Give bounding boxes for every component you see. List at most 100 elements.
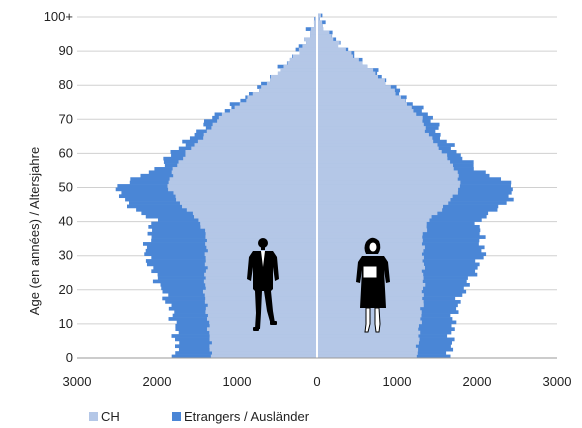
x-tick-label: 3000 [63, 374, 92, 389]
bar-ch-men [314, 23, 317, 28]
bar-ch-men [209, 334, 317, 338]
bar-ch-women [317, 71, 376, 76]
bar-ch-men [194, 143, 317, 147]
bar-ch-men [173, 173, 317, 178]
bar-ch-men [203, 136, 317, 141]
bar-ch-women [317, 194, 453, 199]
bar-ch-women [317, 122, 424, 127]
bar-ch-men [172, 167, 317, 171]
series-ch-bars [167, 13, 461, 359]
bar-ch-women [317, 119, 423, 124]
bar-ch-women [317, 109, 414, 113]
bar-ch-women [317, 225, 427, 229]
bar-ch-women [317, 167, 454, 171]
bar-ch-women [317, 214, 432, 219]
bar-ch-men [217, 119, 317, 124]
bar-ch-women [317, 81, 386, 86]
x-tick-label: 3000 [543, 374, 572, 389]
bar-ch-women [317, 17, 320, 21]
bar-ch-women [317, 235, 423, 239]
bar-ch-men [239, 102, 317, 106]
bar-ch-men [209, 320, 317, 325]
y-tick-label: 30 [59, 248, 73, 263]
bar-ch-women [317, 139, 434, 144]
legend-label-ch: CH [101, 409, 120, 424]
bar-ch-men [205, 306, 317, 311]
x-tick-label: 2000 [143, 374, 172, 389]
bar-ch-women [317, 98, 406, 103]
bar-ch-men [168, 180, 317, 185]
x-tick-label: 0 [313, 374, 320, 389]
bar-ch-women [317, 74, 378, 79]
bar-ch-men [270, 74, 317, 79]
man-silhouette-icon [247, 238, 279, 331]
bar-ch-men [192, 211, 317, 216]
bar-ch-men [206, 327, 317, 332]
bar-ch-women [317, 13, 321, 18]
bar-ch-men [200, 225, 317, 229]
bar-ch-men [310, 30, 317, 35]
bar-ch-women [317, 44, 339, 48]
bar-ch-men [212, 122, 317, 127]
bar-ch-women [317, 51, 352, 55]
bar-ch-women [317, 37, 334, 42]
bar-ch-women [317, 61, 363, 66]
bar-ch-men [209, 330, 317, 335]
bar-ch-men [205, 228, 317, 233]
bar-ch-men [270, 78, 317, 83]
bar-ch-women [317, 187, 459, 192]
bar-ch-women [317, 160, 451, 164]
bar-ch-men [178, 160, 317, 164]
bar-ch-men [176, 197, 317, 202]
bar-ch-women [317, 23, 323, 28]
bar-ch-women [317, 105, 412, 110]
y-tick-label: 40 [59, 214, 73, 229]
bar-ch-women [317, 344, 416, 349]
bar-ch-women [317, 112, 417, 117]
bar-ch-men [314, 17, 317, 21]
bar-ch-men [302, 44, 317, 48]
bar-ch-men [304, 37, 317, 42]
bar-ch-men [205, 231, 317, 236]
bar-ch-women [317, 211, 438, 216]
bar-ch-women [317, 197, 451, 202]
bar-ch-men [211, 126, 317, 130]
bar-ch-men [186, 207, 317, 212]
bar-ch-men [280, 68, 317, 72]
x-tick-label: 2000 [463, 374, 492, 389]
bar-ch-women [317, 153, 448, 158]
bar-ch-women [317, 184, 460, 188]
bar-ch-women [317, 207, 443, 212]
bar-ch-women [317, 20, 323, 25]
bar-ch-men [218, 115, 317, 120]
bar-ch-men [252, 92, 317, 96]
bar-ch-men [197, 139, 317, 144]
bar-ch-men [210, 354, 317, 359]
bar-ch-men [261, 85, 317, 89]
bar-ch-men [313, 20, 317, 25]
woman-silhouette-icon [356, 237, 390, 333]
bar-ch-men [207, 248, 317, 253]
bar-ch-women [317, 340, 419, 345]
bar-ch-men [209, 347, 317, 352]
bar-ch-women [317, 170, 458, 175]
bar-ch-men [177, 163, 317, 168]
bar-ch-women [317, 156, 448, 161]
bar-ch-women [317, 337, 420, 342]
bar-ch-women [317, 78, 385, 83]
bar-ch-women [317, 201, 449, 205]
bar-ch-men [183, 156, 317, 161]
bar-ch-men [167, 184, 317, 188]
bar-ch-men [209, 337, 317, 342]
bar-ch-men [173, 190, 317, 195]
y-tick-label: 20 [59, 282, 73, 297]
bar-ch-women [317, 57, 359, 62]
bar-ch-men [221, 112, 317, 117]
bar-ch-men [299, 51, 317, 55]
bar-ch-women [317, 54, 353, 59]
bar-ch-women [317, 231, 423, 236]
bar-ch-men [246, 98, 317, 103]
bar-ch-men [266, 81, 317, 86]
bar-ch-women [317, 149, 442, 154]
